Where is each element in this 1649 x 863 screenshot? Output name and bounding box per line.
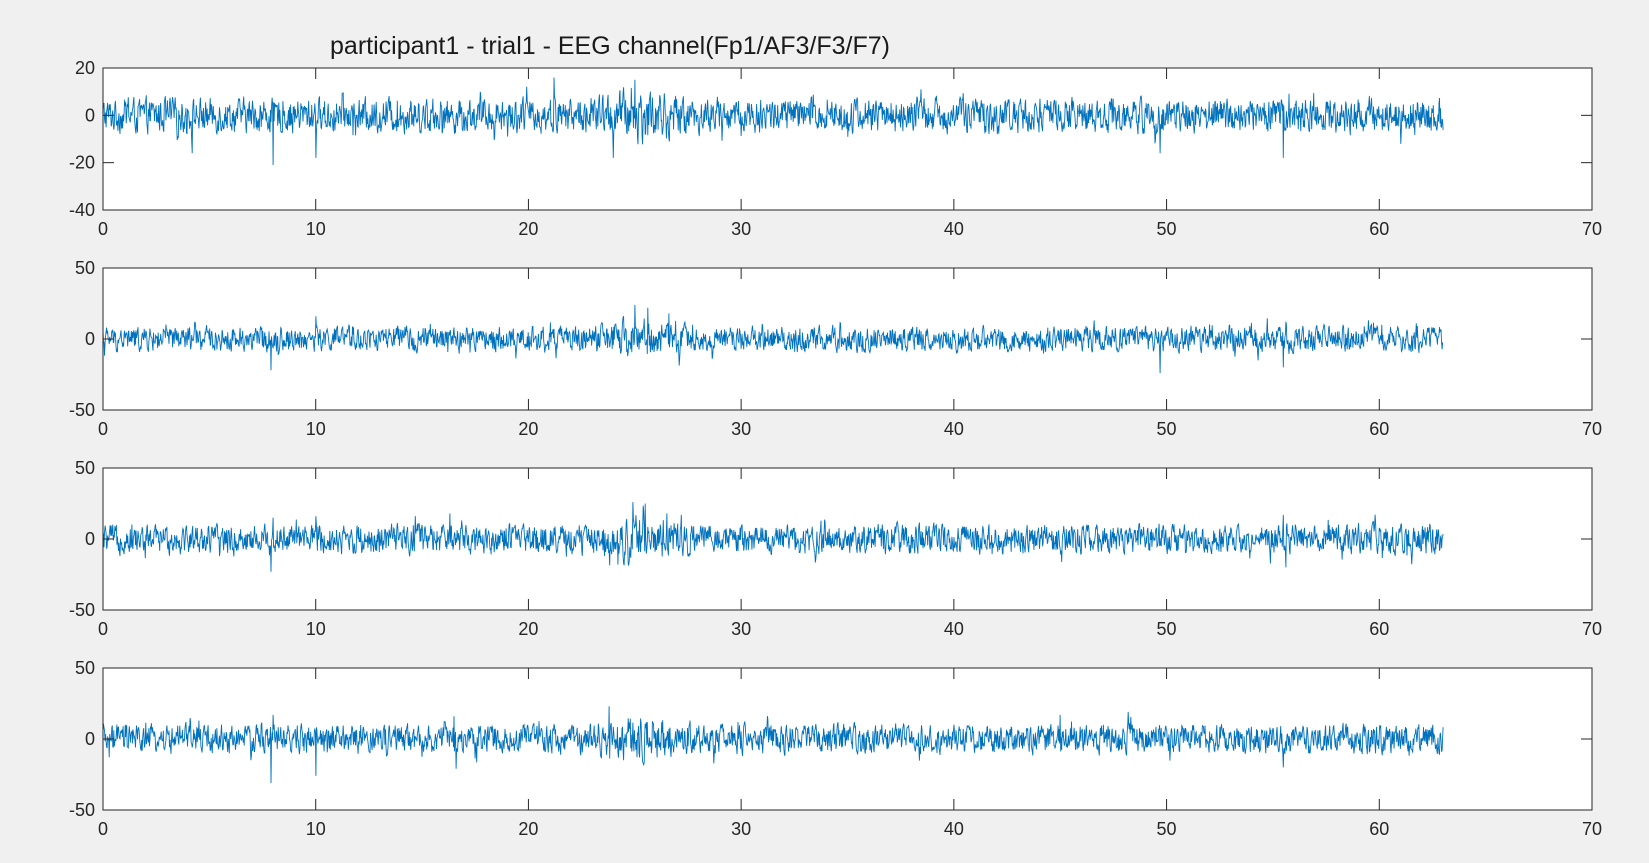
y-tick-label: -20 [69, 153, 95, 173]
eeg-trace-line [102, 502, 1444, 572]
x-tick-label: 60 [1369, 419, 1389, 439]
x-tick-label: 20 [518, 819, 538, 839]
y-tick-label: 0 [85, 529, 95, 549]
x-tick-label: 40 [944, 619, 964, 639]
x-tick-label: 0 [98, 419, 108, 439]
y-tick-label: 0 [85, 729, 95, 749]
x-tick-label: 30 [731, 619, 751, 639]
x-tick-label: 70 [1582, 219, 1602, 239]
y-tick-label: -50 [69, 400, 95, 420]
y-tick-label: -40 [69, 200, 95, 220]
x-tick-label: 10 [306, 219, 326, 239]
x-tick-label: 10 [306, 419, 326, 439]
subplot-1: 0 10 20 30 40 50 60 70 -40 -20 0 20 [69, 58, 1602, 239]
x-tick-label: 60 [1369, 819, 1389, 839]
y-tick-label: 0 [85, 105, 95, 125]
y-tick-label: 50 [75, 258, 95, 278]
x-tick-label: 10 [306, 619, 326, 639]
eeg-trace-line [102, 304, 1444, 374]
eeg-trace-line [102, 706, 1444, 784]
x-tick-label: 70 [1582, 819, 1602, 839]
x-tick-label: 50 [1157, 219, 1177, 239]
axes-box [102, 67, 1593, 211]
figure-title: participant1 - trial1 - EEG channel(Fp1/… [330, 32, 890, 60]
x-tick-label: 50 [1157, 419, 1177, 439]
x-tick-label: 10 [306, 819, 326, 839]
x-tick-label: 20 [518, 219, 538, 239]
x-tick-label: 60 [1369, 219, 1389, 239]
y-tick-label: 20 [75, 58, 95, 78]
x-tick-label: 70 [1582, 419, 1602, 439]
x-tick-label: 0 [98, 819, 108, 839]
y-tick-label: 0 [85, 329, 95, 349]
x-tick-label: 70 [1582, 619, 1602, 639]
axes-background [103, 68, 1592, 210]
x-tick-label: 50 [1157, 819, 1177, 839]
x-tick-label: 40 [944, 219, 964, 239]
x-tick-label: 30 [731, 219, 751, 239]
x-tick-label: 50 [1157, 619, 1177, 639]
x-tick-label: 60 [1369, 619, 1389, 639]
x-tick-label: 40 [944, 819, 964, 839]
x-tick-label: 20 [518, 419, 538, 439]
x-tick-label: 0 [98, 219, 108, 239]
y-tick-label: 50 [75, 458, 95, 478]
y-tick-label: -50 [69, 800, 95, 820]
y-tick-label: 50 [75, 658, 95, 678]
subplots: 0 10 20 30 40 50 60 70 -40 -20 0 20 0 10 20 30 40 50 60 70 -… [69, 58, 1602, 839]
y-tick-label: -50 [69, 600, 95, 620]
x-tick-label: 30 [731, 419, 751, 439]
eeg-trace-line [102, 77, 1444, 166]
x-tick-label: 30 [731, 819, 751, 839]
x-tick-label: 20 [518, 619, 538, 639]
x-tick-label: 40 [944, 419, 964, 439]
x-tick-label: 0 [98, 619, 108, 639]
